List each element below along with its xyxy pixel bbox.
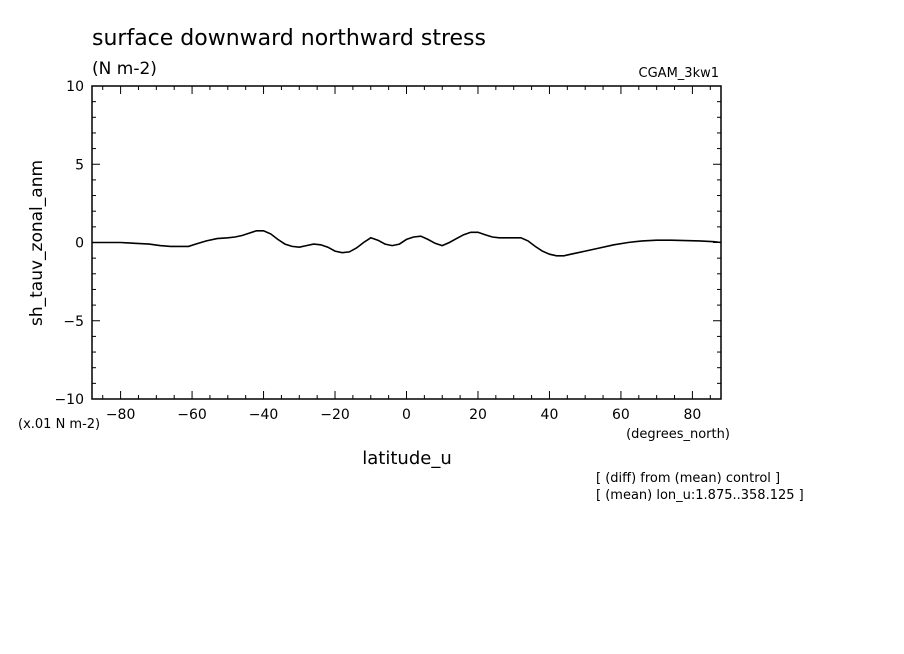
- note-diff: [ (diff) from (mean) control ]: [596, 471, 780, 486]
- chart-units: (N m-2): [92, 59, 157, 79]
- x-tick-label: −20: [320, 407, 350, 423]
- x-tick-label: −40: [249, 407, 279, 423]
- model-label: CGAM_3kw1: [639, 66, 719, 81]
- y-tick-label: −5: [63, 314, 84, 330]
- tick-marks: [92, 85, 721, 400]
- y-tick-label: −10: [54, 392, 84, 408]
- x-tick-label: 40: [541, 407, 559, 423]
- tick-labels: −80 −60 −40 −20 0 20 40 60 80 −10 −5 0 5 10: [54, 79, 701, 423]
- y-tick-label: 0: [75, 236, 84, 252]
- x-tick-label: 80: [683, 407, 701, 423]
- y-axis-label: sh_tauv_zonal_anm: [27, 160, 47, 326]
- series-line: [92, 230, 722, 257]
- y-tick-label: 5: [75, 157, 84, 173]
- x-axis-label: latitude_u: [362, 448, 451, 469]
- x-tick-label: −80: [106, 407, 136, 423]
- note-mean: [ (mean) lon_u:1.875..358.125 ]: [596, 488, 804, 503]
- y-scale-note: (x.01 N m-2): [18, 417, 100, 432]
- x-tick-label: 60: [612, 407, 630, 423]
- y-tick-label: 10: [66, 79, 84, 95]
- x-tick-label: 0: [402, 407, 411, 423]
- x-tick-label: −60: [177, 407, 207, 423]
- chart-title: surface downward northward stress: [92, 26, 486, 51]
- x-units-label: (degrees_north): [626, 427, 730, 442]
- x-tick-label: 20: [469, 407, 487, 423]
